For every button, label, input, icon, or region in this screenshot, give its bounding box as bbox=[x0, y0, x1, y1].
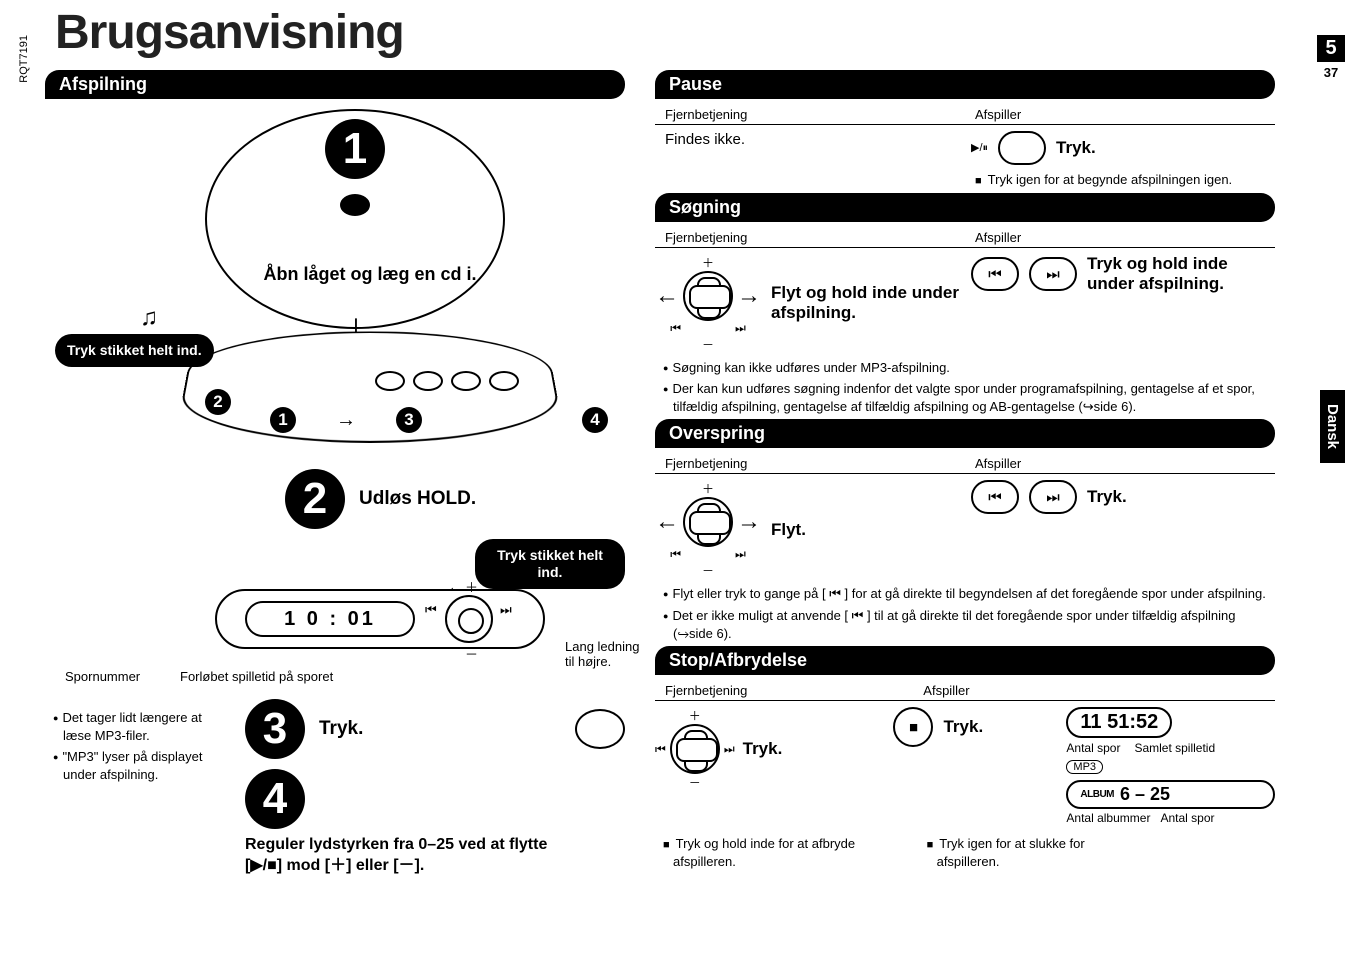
pause-player-action: Tryk. bbox=[1056, 138, 1096, 158]
skip-remote-action: Flyt. bbox=[771, 520, 806, 540]
headphone-icon: ♫ bbox=[140, 304, 158, 332]
step1-text: Åbn låget og læg en cd i. bbox=[240, 264, 500, 285]
section-search: Søgning bbox=[655, 193, 1275, 222]
right-column: Pause Fjernbetjening Afspiller Findes ik… bbox=[655, 70, 1275, 877]
prev-button-icon: ⏮ bbox=[971, 257, 1019, 291]
album-display: 6 – 25 bbox=[1120, 784, 1170, 805]
mp3-note-1: Det tager lidt længere at læse MP3-filer… bbox=[53, 709, 215, 744]
section-afspilning: Afspilning bbox=[45, 70, 625, 99]
search-player-action: Tryk og hold inde under afspilning. bbox=[1087, 254, 1275, 295]
album-chip: ALBUM bbox=[1080, 789, 1114, 800]
step3-text: Tryk. bbox=[319, 718, 363, 740]
stop-player-note: Tryk igen for at slukke for afspilleren. bbox=[927, 835, 1113, 870]
col-player-label: Afspiller bbox=[965, 105, 1275, 124]
remote-dpad-icon bbox=[670, 724, 720, 774]
search-note-1: Søgning kan ikke udføres under MP3-afspi… bbox=[663, 359, 1275, 377]
step4-text: Reguler lydstyrken fra 0–25 ved at flytt… bbox=[245, 835, 565, 877]
step-1-badge: 1 bbox=[325, 119, 385, 179]
display-top: 11 51:52 bbox=[1066, 707, 1172, 738]
remote-dpad-icon bbox=[683, 271, 733, 321]
next-button-icon: ⏭ bbox=[1029, 257, 1077, 291]
remote-illustration: Tryk stikket helt ind. ← 1 0 : 01 ⏮ ⏭ ＋ … bbox=[45, 539, 625, 699]
mp3-chip: MP3 bbox=[1066, 760, 1103, 774]
page-number: 37 bbox=[1317, 65, 1345, 80]
section-pause: Pause bbox=[655, 70, 1275, 99]
arrow-right-icon: → bbox=[737, 282, 761, 310]
page-band: 5 bbox=[1317, 35, 1345, 62]
left-column: Afspilning 1 Åbn låget og læg en cd i. ↓… bbox=[45, 70, 625, 877]
step-4-badge: 4 bbox=[245, 769, 305, 829]
stop-remote-action: Tryk. bbox=[743, 739, 783, 759]
skip-note-1: Flyt eller tryk to gange på [ ⏮ ] for at… bbox=[663, 585, 1275, 603]
search-note-2: Der kan kun udføres søgning indenfor det… bbox=[663, 380, 1275, 415]
skip-note-2: Det er ikke muligt at anvende [ ⏮ ] til … bbox=[663, 607, 1275, 642]
prev-button-icon: ⏮ bbox=[971, 480, 1019, 514]
remote-display: 1 0 : 01 bbox=[245, 601, 415, 637]
mp3-note-2: "MP3" lyser på displayet under afspilnin… bbox=[53, 748, 215, 783]
next-button-icon: ⏭ bbox=[1029, 480, 1077, 514]
stop-remote-note: Tryk og hold inde for at afbryde afspill… bbox=[663, 835, 899, 870]
stop-player-action: Tryk. bbox=[943, 717, 983, 737]
step-2-badge: 2 bbox=[285, 469, 345, 529]
page-title: Brugsanvisning bbox=[55, 5, 1355, 60]
cord-label: Lang ledning til højre. bbox=[565, 639, 645, 669]
col-remote-label: Fjernbetjening bbox=[655, 105, 965, 124]
pause-remote-text: Findes ikke. bbox=[655, 131, 745, 148]
plug-callout-2: Tryk stikket helt ind. bbox=[475, 539, 625, 589]
section-stop: Stop/Afbrydelse bbox=[655, 646, 1275, 675]
stop-button-icon: ■ bbox=[893, 707, 933, 747]
albums-label: Antal albummer bbox=[1066, 811, 1150, 825]
section-skip: Overspring bbox=[655, 419, 1275, 448]
doc-id: RQT7191 bbox=[18, 35, 30, 83]
cd-illustration: 1 Åbn låget og læg en cd i. ↓ ♫ Tryk sti… bbox=[45, 109, 625, 459]
search-remote-action: Flyt og hold inde under afspilning. bbox=[771, 283, 959, 324]
skip-player-action: Tryk. bbox=[1087, 487, 1127, 507]
total-time-label: Samlet spilletid bbox=[1134, 741, 1215, 755]
plug-callout: Tryk stikket helt ind. bbox=[55, 334, 214, 367]
track-label: Spornummer bbox=[65, 669, 140, 684]
step2-text: Udløs HOLD. bbox=[359, 488, 476, 510]
step-3-badge: 3 bbox=[245, 699, 305, 759]
tracks-label: Antal spor bbox=[1066, 741, 1120, 755]
remote-dpad-icon bbox=[683, 497, 733, 547]
pause-note: Tryk igen for at begynde afspilningen ig… bbox=[975, 171, 1275, 189]
play-pause-button-icon bbox=[998, 131, 1046, 165]
page-number-box: 5 37 bbox=[1317, 35, 1345, 80]
elapsed-label: Forløbet spilletid på sporet bbox=[180, 669, 340, 684]
language-tab: Dansk bbox=[1320, 390, 1345, 463]
tracks2-label: Antal spor bbox=[1160, 811, 1214, 825]
arrow-left-icon: ← bbox=[655, 282, 679, 310]
